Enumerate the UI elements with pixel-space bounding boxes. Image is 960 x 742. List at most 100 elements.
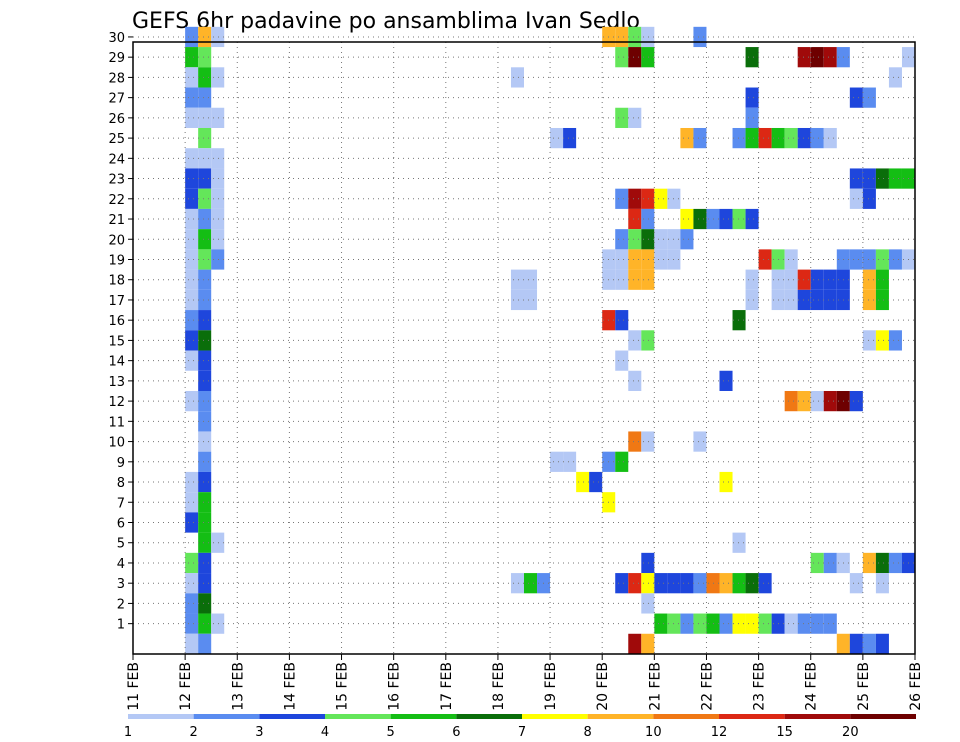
heatmap-cell — [198, 370, 212, 391]
heatmap-cell — [185, 26, 199, 48]
heatmap-cell — [875, 289, 889, 311]
y-tick-label: 20 — [108, 233, 125, 248]
grid-lines — [133, 36, 915, 654]
heatmap-cell — [615, 451, 629, 472]
heatmap-cell — [198, 451, 212, 472]
y-tick-label: 9 — [117, 456, 125, 471]
heatmap-cell — [654, 249, 668, 270]
heatmap-cell — [185, 593, 199, 614]
heatmap-cell — [198, 168, 212, 189]
heatmap-cell — [628, 208, 642, 230]
heatmap-cell — [615, 229, 629, 250]
heatmap-cell — [693, 431, 707, 452]
heatmap-cell — [211, 208, 225, 230]
heatmap-cell — [745, 107, 759, 128]
x-tick-label: 11 FEB — [126, 662, 142, 711]
heatmap-cell — [810, 613, 824, 634]
heatmap-cell — [211, 613, 225, 634]
heatmap-cell — [732, 208, 746, 230]
heatmap-cell — [615, 249, 629, 270]
heatmap-cell — [211, 168, 225, 189]
heatmap-cell — [524, 289, 538, 311]
heatmap-cell — [185, 87, 199, 108]
y-tick-label: 21 — [108, 213, 125, 228]
heatmap-cell — [510, 573, 524, 594]
heatmap-cell — [797, 47, 811, 68]
heatmap-cell — [524, 573, 538, 594]
y-tick-label: 13 — [108, 375, 125, 390]
heatmap-cell — [615, 107, 629, 128]
y-tick-label: 23 — [108, 173, 125, 188]
heatmap-cell — [198, 67, 212, 88]
heatmap-cell — [641, 229, 655, 250]
x-tick-label: 22 FEB — [699, 662, 715, 711]
colorbar-label: 4 — [321, 725, 329, 740]
heatmap-cell — [641, 188, 655, 209]
heatmap-cell — [198, 593, 212, 614]
heatmap-cell — [641, 633, 655, 654]
heatmap-cell — [823, 289, 837, 311]
y-tick-label: 16 — [108, 314, 125, 329]
heatmap-cell — [862, 168, 876, 189]
heatmap-cell — [875, 633, 889, 654]
heatmap-cell — [823, 390, 837, 412]
colorbar-segment — [719, 714, 785, 719]
heatmap-cell — [198, 47, 212, 68]
heatmap-cell — [198, 148, 212, 169]
y-tick-label: 3 — [117, 577, 125, 592]
heatmap-cell — [198, 107, 212, 128]
heatmap-cell — [185, 330, 199, 351]
heatmap-cell — [198, 310, 212, 331]
y-tick-label: 6 — [117, 516, 125, 531]
x-tick-label: 20 FEB — [595, 662, 611, 711]
heatmap-cell — [211, 229, 225, 250]
heatmap-cell — [784, 249, 798, 270]
heatmap-cell — [706, 613, 720, 634]
heatmap-cell — [862, 269, 876, 290]
heatmap-cell — [862, 552, 876, 574]
y-tick-label: 14 — [108, 355, 125, 370]
heatmap-cell — [576, 471, 590, 493]
heatmap-cell — [758, 573, 772, 594]
y-tick-label: 5 — [117, 537, 125, 552]
y-tick-label: 26 — [108, 112, 125, 127]
heatmap-cell — [680, 208, 694, 230]
heatmap-cell — [784, 127, 798, 149]
heatmap-cell — [589, 471, 603, 493]
heatmap-cell — [615, 188, 629, 209]
heatmap-cell — [745, 289, 759, 311]
heatmap-cell — [810, 127, 824, 149]
heatmap-cell — [198, 633, 212, 654]
colorbar-segment — [390, 714, 457, 719]
heatmap-cell — [654, 613, 668, 634]
heatmap-cell — [615, 350, 629, 371]
colorbar-label: 7 — [518, 725, 526, 740]
heatmap-cell — [888, 552, 902, 574]
y-tick-label: 2 — [117, 597, 125, 612]
heatmap-cell — [706, 573, 720, 594]
heatmap-cell — [784, 613, 798, 634]
heatmap-cell — [758, 613, 772, 634]
x-tick-label: 26 FEB — [908, 662, 924, 711]
heatmap-cell — [198, 330, 212, 351]
heatmap-cell — [563, 451, 577, 472]
heatmap-cell — [875, 269, 889, 290]
heatmap-cell — [745, 269, 759, 290]
colorbar-segment — [784, 714, 851, 719]
heatmap-cell — [823, 127, 837, 149]
x-tick-label: 21 FEB — [647, 662, 663, 711]
y-tick-label: 11 — [108, 415, 125, 430]
colorbar-segment — [850, 714, 916, 719]
heatmap-cell — [810, 47, 824, 68]
heatmap-cell — [680, 613, 694, 634]
colorbar-label: 2 — [190, 725, 198, 740]
heatmap-cell — [693, 573, 707, 594]
heatmap-cell — [185, 471, 199, 493]
heatmap-cell — [693, 26, 707, 48]
x-tick-label: 24 FEB — [804, 662, 820, 711]
colorbar-label: 8 — [584, 725, 592, 740]
heatmap-cell — [680, 127, 694, 149]
x-tick-label: 12 FEB — [178, 662, 194, 711]
x-tick-label: 25 FEB — [856, 662, 872, 711]
heatmap-cell — [185, 350, 199, 371]
